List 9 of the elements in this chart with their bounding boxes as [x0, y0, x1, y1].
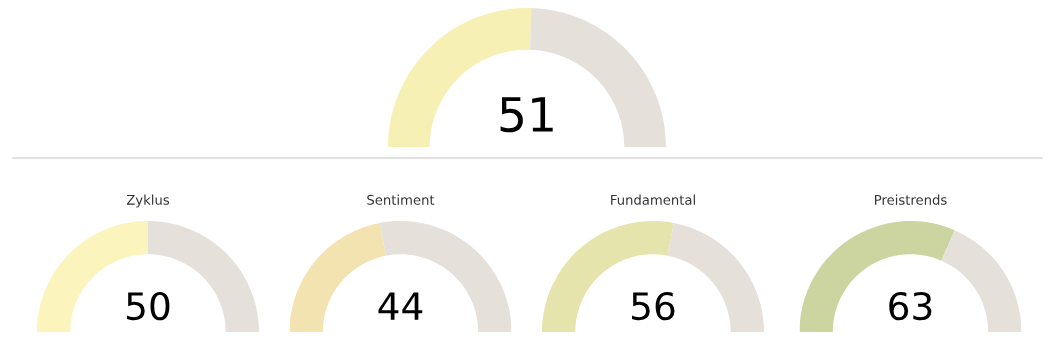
chart-title: Fundamental [611, 194, 695, 205]
chart-title: Preistrends [875, 194, 947, 205]
chart-title: Zyklus [126, 194, 170, 208]
data-label: 63 [889, 291, 932, 321]
data-label: 56 [632, 291, 675, 321]
chart-title: Sentiment [367, 194, 435, 205]
data-label: 44 [378, 292, 423, 320]
data-label: 51 [500, 97, 553, 133]
data-label: 50 [127, 291, 170, 321]
